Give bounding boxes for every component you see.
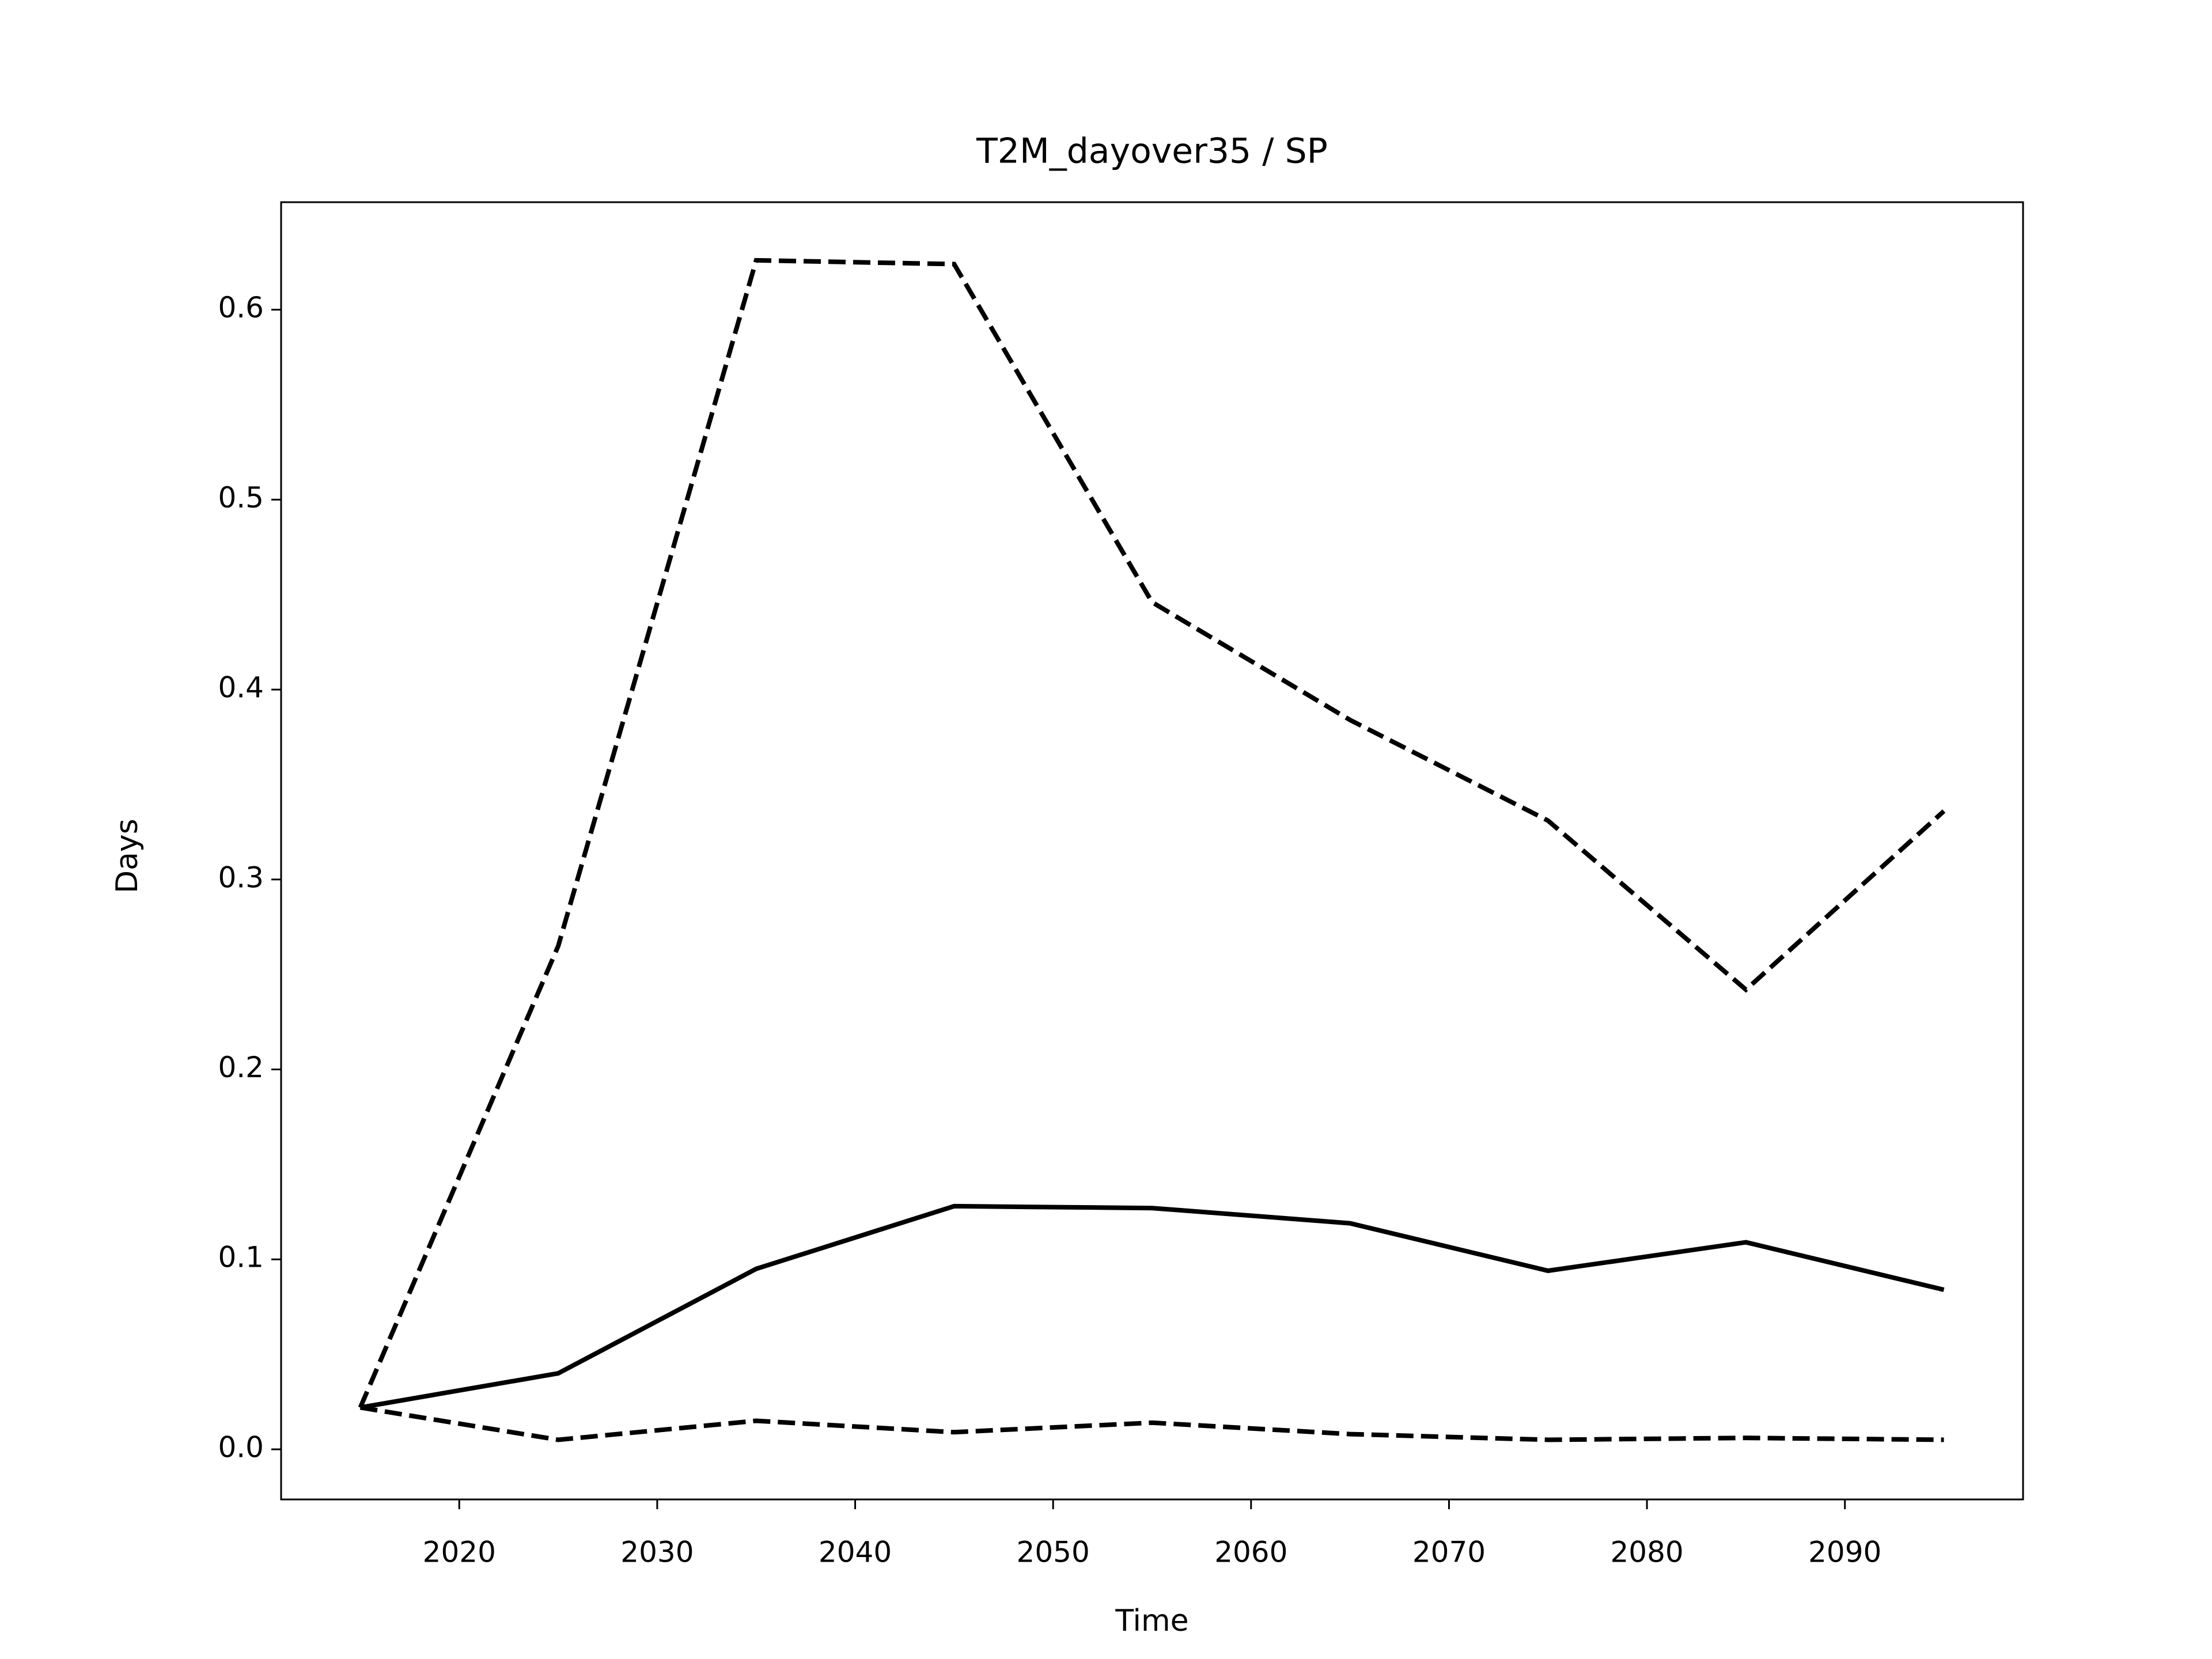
y-tick-label: 0.6 <box>218 291 264 324</box>
x-tick-label: 2070 <box>1412 1536 1486 1569</box>
y-tick-label: 0.4 <box>218 671 264 704</box>
x-tick-label: 2020 <box>423 1536 496 1569</box>
y-axis-label: Days <box>110 819 145 893</box>
y-tick-label: 0.2 <box>218 1051 264 1084</box>
line-series <box>358 257 1946 1408</box>
x-axis-label: Time <box>1115 1604 1188 1638</box>
x-tick-label: 2060 <box>1214 1536 1287 1569</box>
y-tick-label: 0.5 <box>218 481 264 514</box>
plot-frame <box>280 201 2024 1501</box>
y-tick-label: 0.0 <box>218 1430 264 1464</box>
x-tick-label: 2040 <box>819 1536 892 1569</box>
x-tick-label: 2050 <box>1017 1536 1090 1569</box>
line-series <box>359 1203 1945 1410</box>
line-series <box>359 1405 1944 1442</box>
x-tick-label: 2030 <box>620 1536 694 1569</box>
chart-title: T2M_dayover35 / SP <box>976 131 1328 172</box>
y-tick-label: 0.1 <box>218 1241 264 1274</box>
x-tick-label: 2080 <box>1610 1536 1683 1569</box>
y-tick-label: 0.3 <box>218 861 264 894</box>
x-tick-label: 2090 <box>1808 1536 1881 1569</box>
